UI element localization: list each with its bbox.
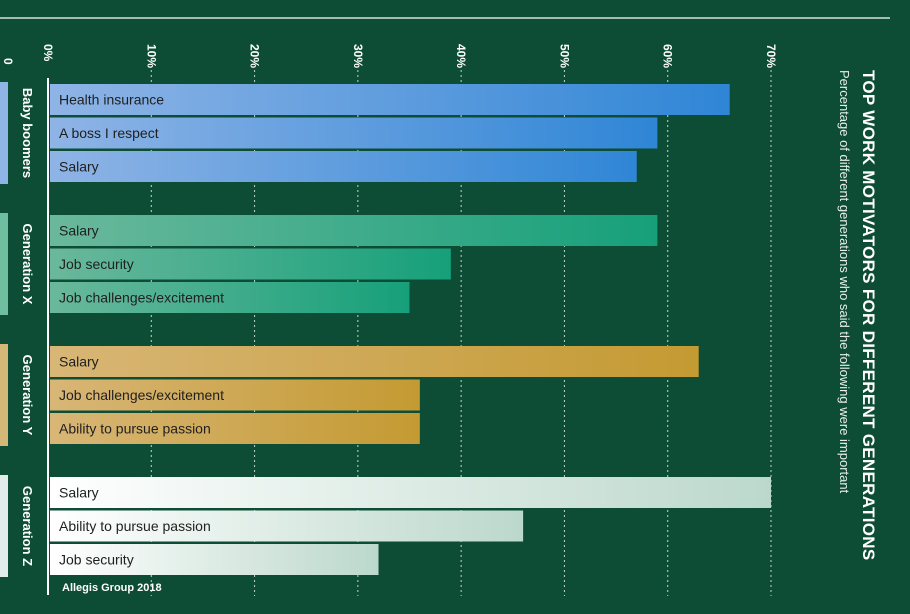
bar	[50, 544, 379, 575]
bar-label: Job security	[59, 552, 134, 568]
bar-label: Job challenges/excitement	[59, 387, 224, 403]
x-tick-label: 0%	[41, 44, 55, 62]
bar-label: Salary	[59, 159, 99, 175]
x-tick-label: 20%	[248, 44, 262, 68]
bar	[50, 413, 420, 444]
bar	[50, 282, 410, 313]
group-label: Baby boomers	[20, 88, 35, 178]
stray-zero-label: 0	[1, 58, 15, 65]
group-label: Generation Y	[20, 355, 35, 436]
bar	[50, 84, 730, 115]
bar	[50, 379, 420, 411]
x-tick-label: 60%	[661, 44, 675, 68]
x-tick-label: 50%	[557, 44, 571, 68]
group-band	[0, 475, 8, 577]
x-tick-label: 70%	[764, 44, 778, 68]
group-bands	[0, 82, 8, 577]
bar-label: Ability to pursue passion	[59, 421, 211, 437]
bar-label: Ability to pursue passion	[59, 518, 211, 534]
bar	[50, 248, 451, 280]
bar-label: Salary	[59, 485, 99, 501]
title-block: TOP WORK MOTIVATORS FOR DIFFERENT GENERA…	[826, 70, 878, 582]
bar-label: A boss I respect	[59, 125, 159, 141]
x-tick-label: 30%	[351, 44, 365, 68]
bar-label: Job challenges/excitement	[59, 290, 224, 306]
bar	[50, 477, 771, 508]
bar-label: Salary	[59, 354, 99, 370]
bars	[50, 84, 771, 575]
x-tick-label: 10%	[144, 44, 158, 68]
bar-label: Health insurance	[59, 92, 164, 108]
bar-label: Job security	[59, 256, 134, 272]
bar-label: Salary	[59, 223, 99, 239]
chart-subtitle: Percentage of different generations who …	[837, 70, 852, 494]
bar	[50, 510, 524, 542]
bar	[50, 215, 658, 246]
group-labels: Baby boomers Generation X Generation Y Gene…	[20, 88, 35, 566]
bar	[50, 346, 699, 377]
group-band	[0, 82, 8, 184]
bar	[50, 151, 637, 182]
source-label: Allegis Group 2018	[62, 582, 162, 594]
chart-title: TOP WORK MOTIVATORS FOR DIFFERENT GENERA…	[859, 70, 878, 561]
group-label: Generation X	[20, 224, 35, 305]
bar	[50, 117, 658, 149]
bar-labels: Health insurance A boss I respect Salary Sa…	[59, 92, 224, 568]
x-tick-labels: 0% 10% 20% 30% 40% 50% 60% 70%	[41, 44, 778, 68]
group-band	[0, 213, 8, 315]
group-band	[0, 344, 8, 446]
group-label: Generation Z	[20, 486, 35, 566]
x-tick-label: 40%	[454, 44, 468, 68]
